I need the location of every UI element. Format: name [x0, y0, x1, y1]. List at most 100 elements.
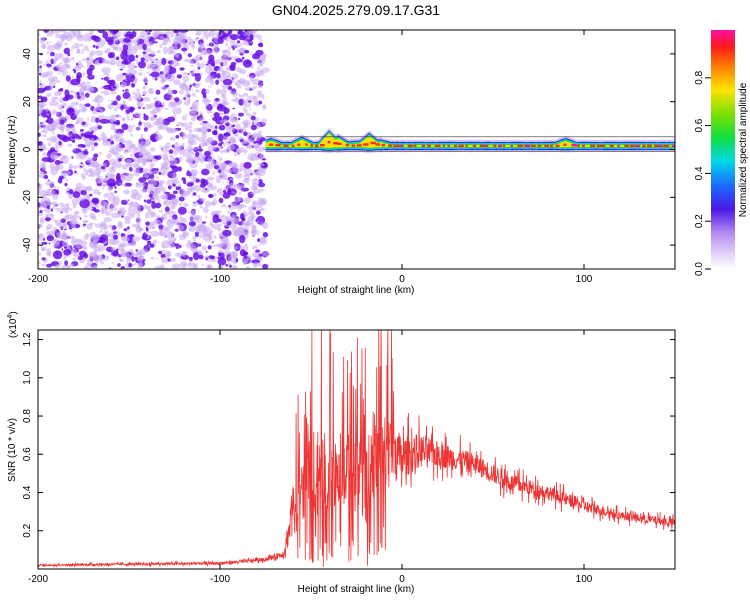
- spectrogram-noise-dot: [233, 153, 239, 156]
- spectrogram-noise-dot: [113, 234, 119, 240]
- spectrogram-noise-dot: [131, 242, 137, 247]
- spectrogram-noise-dot: [220, 150, 224, 154]
- spectrogram-noise-dot: [122, 164, 128, 170]
- spectrogram-noise-dot: [83, 150, 89, 155]
- spectrogram-noise-dot: [50, 229, 56, 234]
- spectrogram-peak: [291, 144, 295, 147]
- spectrogram-noise-dot: [207, 245, 212, 250]
- spectrogram-noise-dot: [85, 56, 94, 65]
- spectrogram-noise-dot: [221, 146, 224, 149]
- spectrogram-noise-dot: [147, 32, 151, 35]
- spectrogram-noise-dot: [112, 100, 118, 106]
- spectrogram-noise-dot: [153, 239, 157, 243]
- spectrogram-noise-dot: [162, 37, 171, 43]
- spectrogram-peak: [310, 144, 313, 147]
- spectrogram-peak: [388, 144, 393, 147]
- spectrogram-noise-dot: [147, 124, 154, 128]
- spectrogram-noise-dot: [151, 201, 157, 209]
- spectrogram-noise-dot: [181, 115, 187, 121]
- spectrogram-peak: [327, 141, 331, 144]
- spectrogram-noise-dot: [52, 201, 58, 208]
- spectrogram-noise-dot: [55, 207, 63, 212]
- spectrogram-noise-dot: [176, 74, 183, 79]
- spectrogram-noise-dot: [113, 248, 117, 251]
- spectrogram-noise-dot: [150, 173, 155, 180]
- spectrogram-noise-dot: [177, 186, 182, 190]
- spectrogram-noise-dot: [134, 91, 142, 101]
- spectrogram-noise-dot: [198, 145, 202, 149]
- spectrogram-noise-dot: [162, 232, 168, 238]
- spectrogram-noise-dot: [116, 44, 120, 47]
- spectrogram-noise-dot: [136, 88, 140, 92]
- spectrogram-noise-dot: [201, 264, 205, 267]
- spectrogram-noise-dot: [126, 51, 131, 56]
- spectrogram-noise-dot: [42, 260, 48, 263]
- spectrogram-noise-dot: [145, 103, 151, 110]
- spectrogram-noise-dot: [215, 79, 220, 85]
- spectrogram-noise-dot: [251, 246, 255, 250]
- spectrogram-noise-dot: [187, 239, 191, 243]
- spectrogram-noise-dot: [78, 108, 83, 113]
- spectrogram-noise-dot: [229, 264, 232, 268]
- spectrogram-noise-dot: [249, 195, 252, 199]
- spectrogram-noise-dot: [181, 122, 189, 128]
- spectrogram-noise-dot: [206, 176, 215, 181]
- spectrogram-noise-dot: [220, 158, 223, 161]
- spectrogram-noise-dot: [251, 171, 258, 175]
- spectrogram-noise-dot: [64, 260, 68, 266]
- spectrogram-noise-dot: [135, 254, 138, 256]
- spectrogram-noise-dot: [153, 170, 160, 174]
- spectrogram-noise-dot: [229, 65, 235, 69]
- spectrogram-noise-dot: [111, 149, 116, 155]
- spectrogram-noise-dot: [68, 166, 73, 170]
- spectrogram-noise-dot: [235, 123, 242, 131]
- spectrogram-y-tick-label: 20: [22, 96, 33, 108]
- spectrogram-noise-dot: [147, 240, 152, 245]
- spectrogram-noise-dot: [205, 215, 208, 219]
- spectrogram-noise-dot: [196, 30, 202, 36]
- snr-y-tick-label: 1.2: [22, 332, 33, 346]
- spectrogram-noise-dot: [127, 62, 136, 70]
- spectrogram-noise-dot: [94, 97, 99, 103]
- spectrogram-noise-dot: [74, 170, 77, 173]
- spectrogram-noise-dot: [187, 73, 190, 75]
- spectrogram-noise-dot: [101, 77, 104, 80]
- spectrogram-noise-dot: [146, 225, 150, 228]
- spectrogram-noise-dot: [103, 193, 110, 198]
- spectrogram-peak: [421, 144, 425, 148]
- spectrogram-noise-dot: [161, 213, 168, 221]
- spectrogram-x-axis: -200 -100 0 100: [28, 30, 593, 285]
- colorbar-tick-label: 0.4: [694, 166, 705, 180]
- spectrogram-noise-dot: [160, 229, 163, 233]
- spectrogram-noise-dot: [138, 60, 146, 69]
- snr-y-tick-label: 0.4: [22, 485, 33, 499]
- spectrogram-noise-dot: [42, 130, 46, 133]
- spectrogram-noise-dot: [227, 85, 233, 91]
- spectrogram-noise-dot: [54, 167, 59, 172]
- spectrogram-noise-dot: [121, 123, 129, 131]
- spectrogram-noise-dot: [88, 86, 95, 94]
- spectrogram-noise-dot: [99, 108, 104, 114]
- spectrogram-noise-dot: [155, 58, 158, 61]
- spectrogram-noise-dot: [209, 115, 213, 117]
- spectrogram-noise-dot: [103, 73, 107, 76]
- spectrogram-noise-dot: [134, 256, 138, 260]
- spectrogram-noise-dot: [89, 193, 93, 197]
- spectrogram-noise-dot: [203, 206, 209, 214]
- spectrogram-noise-dot: [132, 223, 137, 228]
- spectrogram-noise-dot: [217, 257, 227, 266]
- spectrogram-peak: [370, 141, 376, 145]
- spectrogram-noise-dot: [227, 30, 233, 35]
- spectrogram-noise-dot: [61, 234, 70, 240]
- spectrogram-noise-dot: [229, 136, 236, 142]
- spectrogram-noise-dot: [183, 202, 189, 207]
- spectrogram-noise-dot: [86, 223, 93, 230]
- spectrogram-noise-dot: [178, 156, 183, 162]
- spectrogram-noise-dot: [149, 147, 156, 152]
- spectrogram-noise-dot: [202, 48, 205, 50]
- spectrogram-noise-dot: [188, 210, 197, 215]
- spectrogram-noise-dot: [77, 196, 85, 201]
- spectrogram-noise-dot: [110, 90, 117, 95]
- spectrogram-noise-dot: [156, 130, 159, 133]
- spectrogram-noise-dot: [175, 246, 180, 249]
